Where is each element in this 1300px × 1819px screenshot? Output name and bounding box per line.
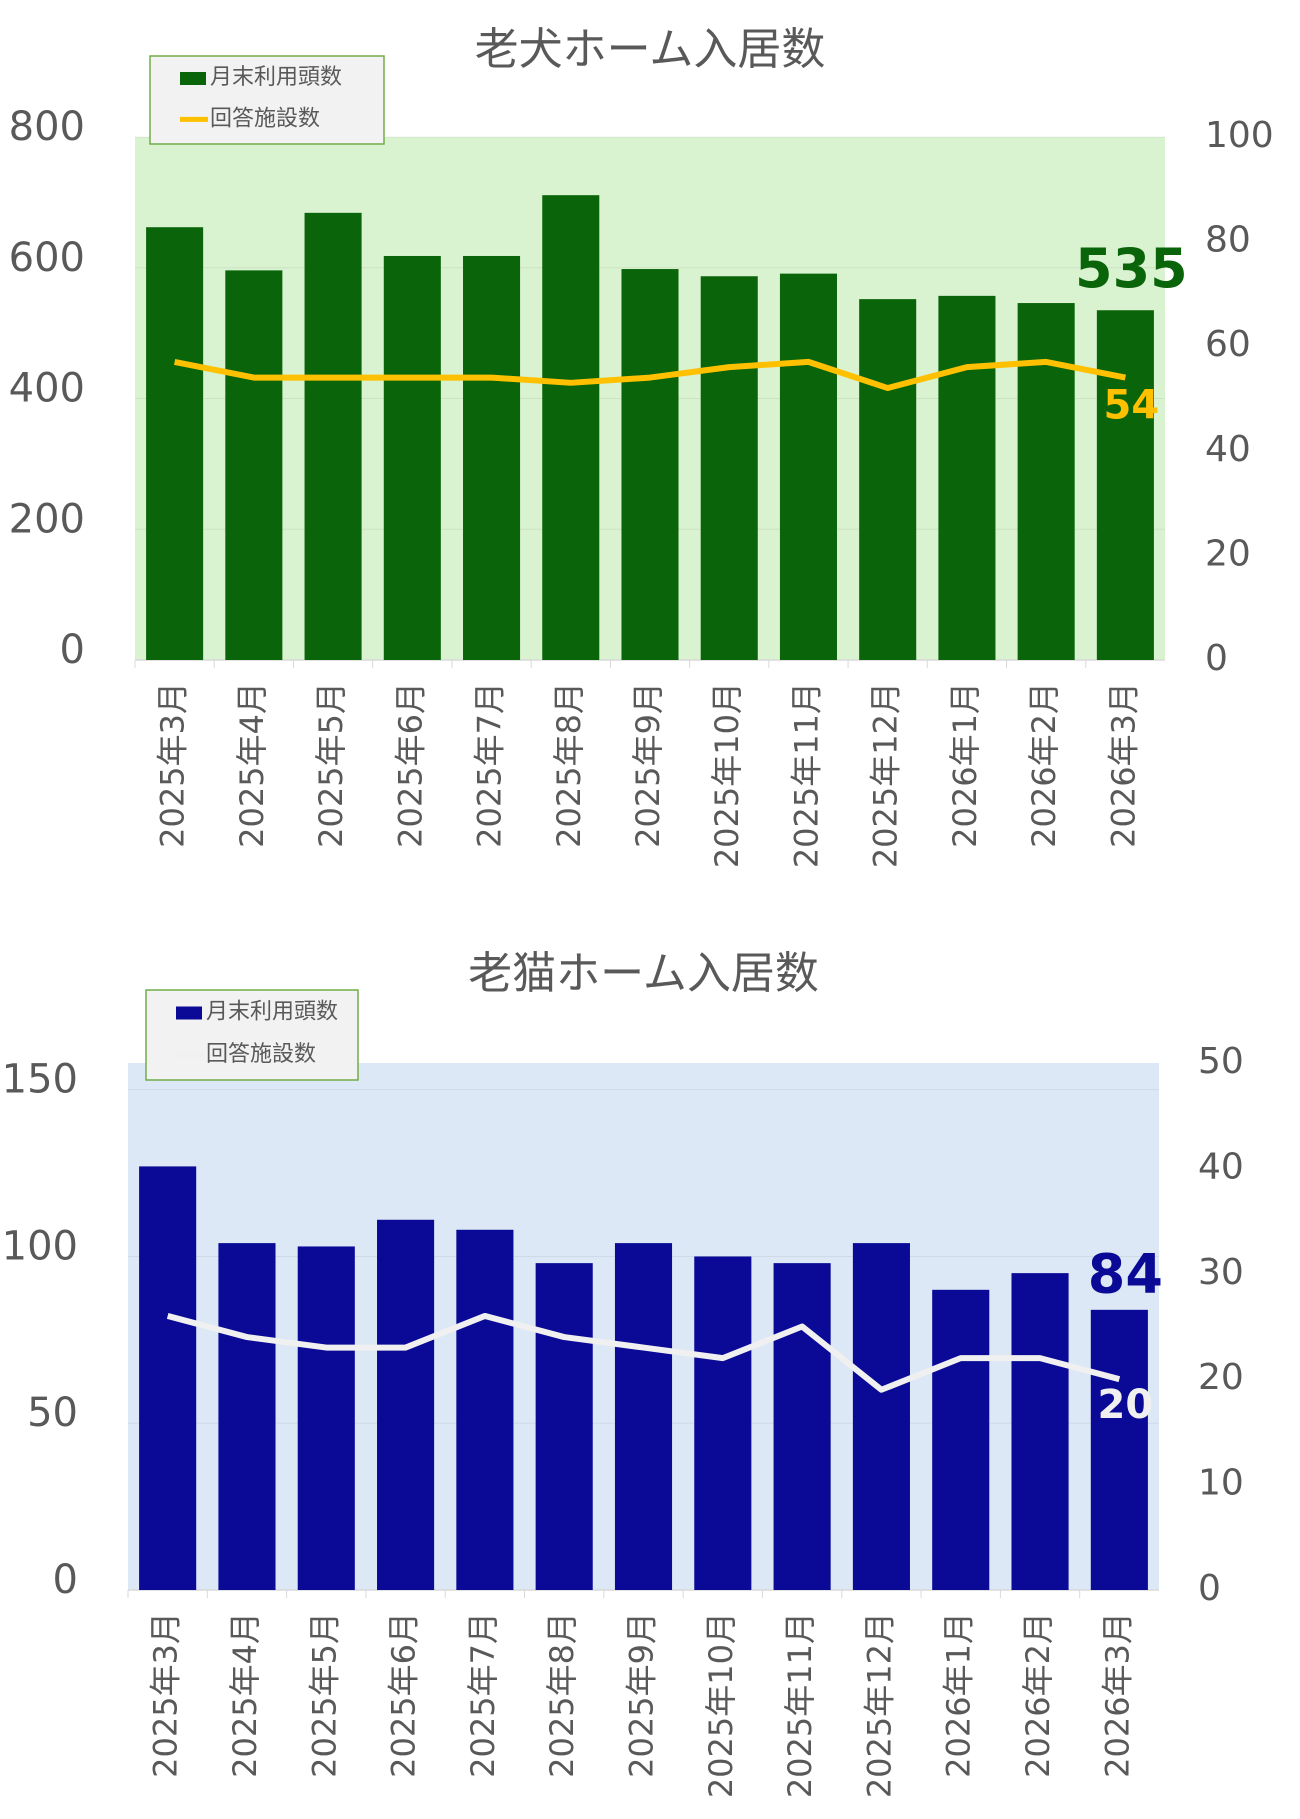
bar xyxy=(1017,303,1075,660)
legend-box xyxy=(149,55,385,145)
y-tick-label: 800 xyxy=(9,104,85,150)
x-tick-label: 2025年6月 xyxy=(385,1612,423,1778)
x-tick-label: 2025年7月 xyxy=(471,682,509,848)
bar xyxy=(694,1256,752,1590)
x-tick-label: 2025年3月 xyxy=(147,1612,185,1778)
line xyxy=(174,358,1126,392)
bar xyxy=(859,299,917,660)
bar-data-label: 84 xyxy=(1088,1242,1163,1305)
x-tick-label: 2025年5月 xyxy=(312,682,350,848)
bar xyxy=(700,276,758,660)
x-tick-label: 2025年11月 xyxy=(781,1612,819,1798)
legend-swatch xyxy=(176,1006,202,1020)
x-tick-label: 2025年3月 xyxy=(154,682,192,848)
y2-tick-label: 30 xyxy=(1198,1252,1244,1293)
y-tick-label: 600 xyxy=(9,235,85,281)
bar xyxy=(1096,310,1154,660)
x-tick-label: 2025年5月 xyxy=(305,1612,343,1778)
legend-swatch xyxy=(180,72,206,85)
y2-tick-label: 80 xyxy=(1205,220,1251,261)
x-tick-label: 2025年8月 xyxy=(550,682,588,848)
legend-box xyxy=(145,989,359,1081)
x-tick-label: 2025年12月 xyxy=(867,682,905,868)
y2-tick-label: 0 xyxy=(1198,1568,1221,1609)
bar xyxy=(621,269,679,660)
y2-tick-label: 0 xyxy=(1205,638,1228,679)
y2-tick-label: 20 xyxy=(1205,533,1251,574)
y2-tick-label: 60 xyxy=(1205,324,1251,365)
y-tick-label: 200 xyxy=(9,496,85,542)
legend-label: 月末利用頭数 xyxy=(206,1000,338,1025)
x-tick-label: 2026年3月 xyxy=(1098,1612,1136,1778)
y-tick-label: 0 xyxy=(60,627,85,673)
bar xyxy=(773,1263,831,1590)
x-tick-label: 2025年12月 xyxy=(860,1612,898,1798)
x-tick-label: 2025年6月 xyxy=(391,682,429,848)
line-data-label: 54 xyxy=(1104,383,1160,429)
bar xyxy=(297,1246,355,1590)
x-tick-label: 2025年4月 xyxy=(233,682,271,848)
bar xyxy=(938,295,996,660)
y2-tick-label: 40 xyxy=(1198,1146,1244,1187)
bar xyxy=(225,270,283,660)
bar xyxy=(779,273,837,660)
y2-tick-label: 50 xyxy=(1198,1041,1244,1082)
chart-title: 老犬ホーム入居数 xyxy=(475,24,826,75)
y-tick-label: 50 xyxy=(27,1390,78,1436)
y2-tick-label: 40 xyxy=(1205,429,1251,470)
x-tick-label: 2026年2月 xyxy=(1025,682,1063,848)
x-tick-label: 2026年3月 xyxy=(1104,682,1142,848)
bar xyxy=(852,1243,910,1590)
x-tick-label: 2025年8月 xyxy=(543,1612,581,1778)
legend-label: 回答施設数 xyxy=(206,1042,316,1067)
bar-data-label: 535 xyxy=(1075,237,1188,300)
y2-tick-label: 100 xyxy=(1205,115,1274,156)
y-tick-label: 0 xyxy=(53,1557,78,1603)
x-tick-label: 2026年1月 xyxy=(946,682,984,848)
y-tick-label: 400 xyxy=(9,366,85,412)
bar xyxy=(614,1243,673,1590)
bar xyxy=(139,1166,197,1590)
bar xyxy=(377,1219,435,1590)
y2-tick-label: 20 xyxy=(1198,1357,1244,1398)
y2-tick-label: 10 xyxy=(1198,1463,1244,1504)
bar xyxy=(304,212,362,660)
y-tick-label: 150 xyxy=(2,1057,78,1103)
bar xyxy=(218,1243,276,1590)
bar xyxy=(463,255,521,661)
bar xyxy=(1090,1309,1148,1590)
x-tick-label: 2025年10月 xyxy=(708,682,746,868)
bar xyxy=(383,255,441,661)
bar xyxy=(456,1229,514,1590)
bar xyxy=(542,195,600,660)
x-tick-label: 2025年9月 xyxy=(629,682,667,848)
x-tick-label: 2025年7月 xyxy=(464,1612,502,1778)
x-tick-label: 2025年4月 xyxy=(226,1612,264,1778)
bar xyxy=(932,1289,990,1590)
x-tick-label: 2026年1月 xyxy=(940,1612,978,1778)
chart-title: 老猫ホーム入居数 xyxy=(468,948,819,999)
bar xyxy=(535,1263,593,1590)
bar xyxy=(146,227,204,660)
line xyxy=(166,1312,1121,1393)
legend-label: 月末利用頭数 xyxy=(210,65,342,90)
legend-label: 回答施設数 xyxy=(210,106,320,131)
x-tick-label: 2026年2月 xyxy=(1019,1612,1057,1778)
x-tick-label: 2025年10月 xyxy=(702,1612,740,1798)
y-tick-label: 100 xyxy=(2,1223,78,1269)
x-tick-label: 2025年9月 xyxy=(623,1612,661,1778)
bar xyxy=(1011,1273,1069,1590)
line-data-label: 20 xyxy=(1098,1382,1154,1428)
x-tick-label: 2025年11月 xyxy=(787,682,825,868)
